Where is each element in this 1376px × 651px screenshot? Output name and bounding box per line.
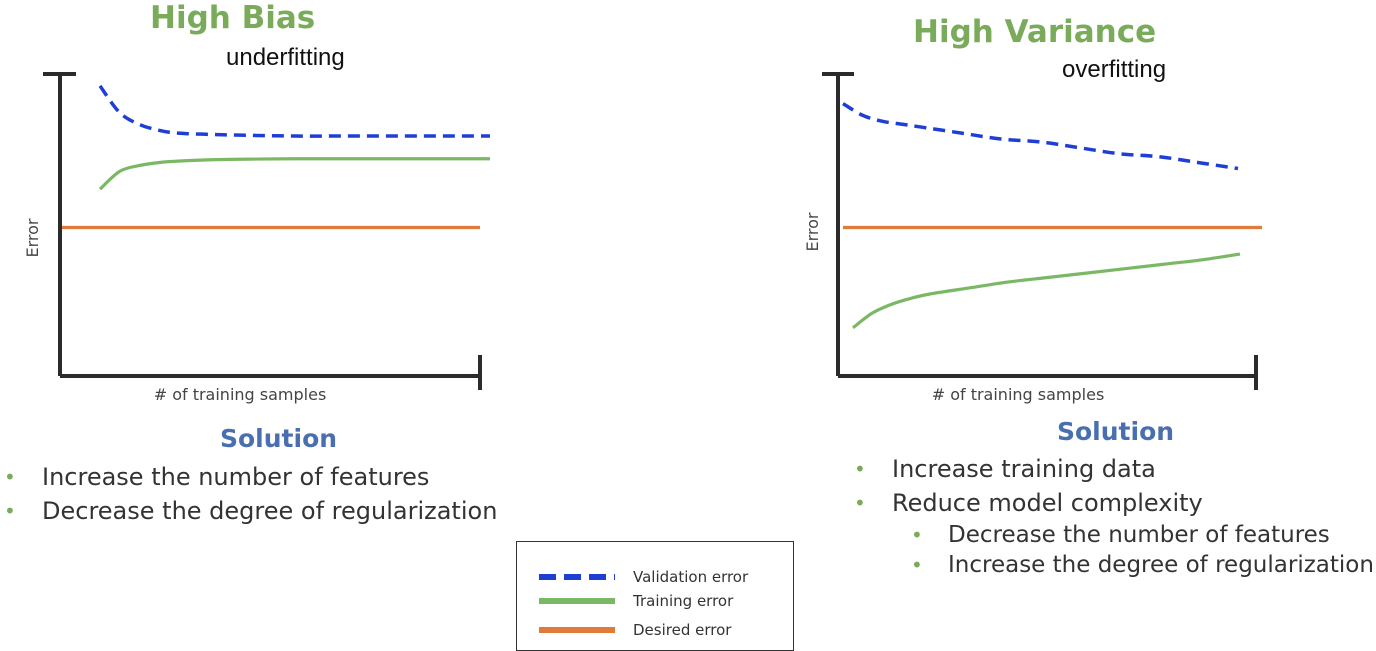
variance-solution-list: • Increase training data • Reduce model co… [854,452,1374,580]
bullet-icon: • [4,499,16,523]
solid-line-swatch-icon [539,598,615,604]
variance-solution-subitem: • Increase the degree of regularization [911,552,1374,578]
legend-item-training: Training error [539,590,733,612]
y-axis-label: Error [803,212,822,251]
dashed-line-swatch-icon [539,574,615,580]
legend-item-desired: Desired error [539,619,731,641]
variance-chart: Error # of training samples [803,72,1262,404]
solid-line-swatch-icon [539,627,615,633]
series-line-training-error [852,252,1241,330]
bullet-icon: • [911,523,923,547]
bullet-icon: • [4,465,16,489]
bias-title: High Bias [150,0,316,36]
variance-solution-item: • Reduce model complexity [854,486,1374,520]
variance-solution-item: • Increase training data [854,452,1374,486]
bias-solution-heading: Solution [220,424,338,453]
bullet-icon: • [911,553,923,577]
variance-title: High Variance [913,14,1157,50]
bias-chart: Error # of training samples [23,72,490,404]
x-axis-label: # of training samples [932,385,1105,404]
series-line-training-error [98,157,490,191]
series-line-validation-error [98,84,490,138]
legend-label: Desired error [633,621,732,639]
y-axis-label: Error [23,218,42,257]
bias-solution-list: • Increase the number of features • Decrea… [4,460,497,528]
series-line-validation-error [842,102,1239,171]
bias-solution-item: • Decrease the degree of regularization [4,494,497,528]
bias-solution-item: • Increase the number of features [4,460,497,494]
variance-subtitle: overfitting [1062,56,1167,83]
bullet-icon: • [854,457,866,481]
bullet-icon: • [854,491,866,515]
legend-label: Training error [633,592,734,610]
variance-solution-heading: Solution [1057,417,1175,446]
x-axis-label: # of training samples [154,385,327,404]
bias-subtitle: underfitting [226,44,345,71]
chart-legend: Validation error Training error Desired … [516,541,794,651]
variance-solution-subitem: • Decrease the number of features [911,522,1330,548]
legend-label: Validation error [633,568,749,586]
legend-item-validation: Validation error [539,566,748,588]
